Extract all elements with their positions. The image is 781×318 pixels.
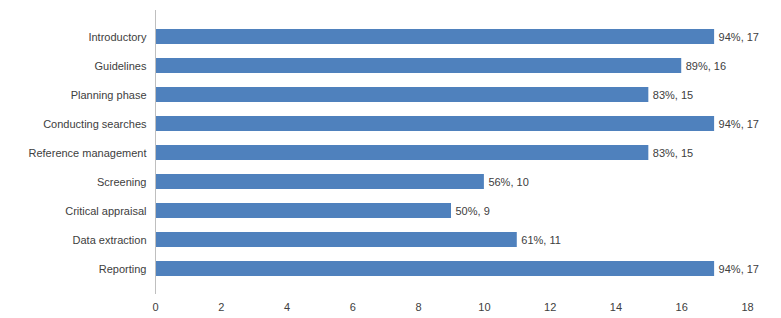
- svg-text:89%, 16: 89%, 16: [686, 60, 726, 72]
- svg-text:Reference management: Reference management: [28, 147, 146, 159]
- svg-text:12: 12: [544, 301, 556, 313]
- svg-text:16: 16: [676, 301, 688, 313]
- svg-text:0: 0: [152, 301, 158, 313]
- svg-text:Reporting: Reporting: [99, 263, 147, 275]
- svg-text:Conducting searches: Conducting searches: [43, 118, 147, 130]
- svg-text:Critical appraisal: Critical appraisal: [65, 205, 146, 217]
- svg-text:14: 14: [610, 301, 622, 313]
- svg-text:61%, 11: 61%, 11: [521, 234, 561, 246]
- svg-text:83%, 15: 83%, 15: [653, 147, 693, 159]
- svg-text:Planning phase: Planning phase: [71, 89, 147, 101]
- svg-text:50%, 9: 50%, 9: [456, 205, 490, 217]
- svg-text:8: 8: [416, 301, 422, 313]
- svg-text:Data extraction: Data extraction: [73, 234, 147, 246]
- svg-text:83%, 15: 83%, 15: [653, 89, 693, 101]
- svg-text:94%, 17: 94%, 17: [719, 118, 759, 130]
- svg-text:56%, 10: 56%, 10: [488, 176, 528, 188]
- svg-text:6: 6: [350, 301, 356, 313]
- svg-text:Guidelines: Guidelines: [95, 60, 147, 72]
- svg-text:18: 18: [741, 301, 753, 313]
- svg-text:2: 2: [218, 301, 224, 313]
- svg-text:94%, 17: 94%, 17: [719, 263, 759, 275]
- svg-text:4: 4: [284, 301, 290, 313]
- svg-text:Screening: Screening: [97, 176, 147, 188]
- svg-text:94%, 17: 94%, 17: [719, 31, 759, 43]
- svg-text:10: 10: [478, 301, 490, 313]
- svg-text:Introductory: Introductory: [88, 31, 147, 43]
